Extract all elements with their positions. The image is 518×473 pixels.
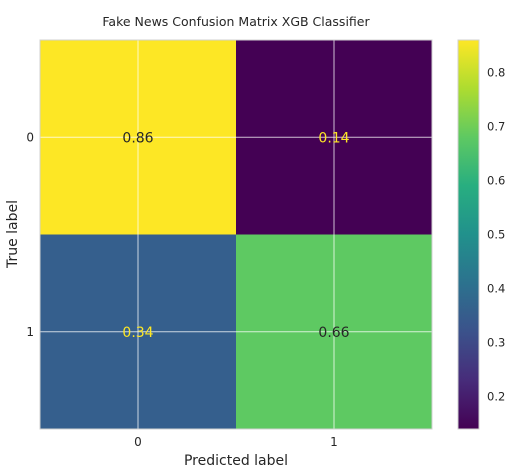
colorbar-tick-label: 0.6 xyxy=(487,173,505,187)
colorbar-tick-label: 0.5 xyxy=(487,228,505,242)
y-tick-label: 1 xyxy=(26,325,34,339)
x-axis-label: Predicted label xyxy=(184,453,288,469)
cell-value-label-1-0: 0.34 xyxy=(122,325,153,341)
plot-frame xyxy=(39,39,433,430)
chart-title: Fake News Confusion Matrix XGB Classifie… xyxy=(102,14,370,29)
x-tick-label: 0 xyxy=(134,435,142,449)
cell-value-label-0-0: 0.86 xyxy=(122,130,153,146)
cell-value-label-1-1: 0.66 xyxy=(318,325,349,341)
cell-value-label-0-1: 0.14 xyxy=(318,130,349,146)
x-tick-label: 1 xyxy=(330,435,338,449)
colorbar-gradient xyxy=(457,39,480,430)
colorbar-tick-label: 0.8 xyxy=(487,65,505,79)
colorbar-tick-label: 0.4 xyxy=(487,282,505,296)
colorbar-tick-label: 0.7 xyxy=(487,119,505,133)
colorbar-tick-label: 0.3 xyxy=(487,336,505,350)
y-tick-label: 0 xyxy=(26,130,34,144)
colorbar-tick-label: 0.2 xyxy=(487,390,505,404)
y-axis-label: True label xyxy=(5,200,21,269)
colorbar: 0.2 0.3 0.4 0.5 0.6 0.7 0.8 xyxy=(457,39,505,430)
